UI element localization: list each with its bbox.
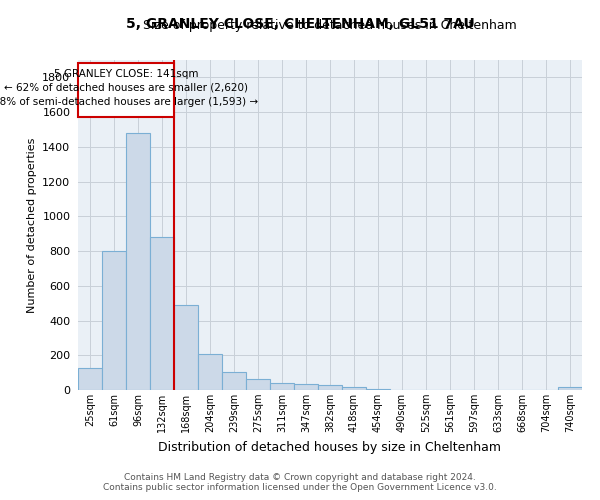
Text: ← 62% of detached houses are smaller (2,620): ← 62% of detached houses are smaller (2,…: [4, 82, 248, 92]
Bar: [126, 133, 150, 390]
Bar: [222, 372, 246, 390]
Text: 5, GRANLEY CLOSE, CHELTENHAM, GL51 7AU: 5, GRANLEY CLOSE, CHELTENHAM, GL51 7AU: [125, 18, 475, 32]
Bar: [342, 388, 366, 390]
Bar: [270, 382, 294, 390]
Bar: [198, 354, 222, 390]
FancyBboxPatch shape: [78, 64, 174, 118]
Text: 38% of semi-detached houses are larger (1,593) →: 38% of semi-detached houses are larger (…: [0, 98, 259, 108]
Bar: [102, 251, 126, 390]
Bar: [294, 384, 318, 390]
Title: Size of property relative to detached houses in Cheltenham: Size of property relative to detached ho…: [143, 20, 517, 32]
Text: 5 GRANLEY CLOSE: 141sqm: 5 GRANLEY CLOSE: 141sqm: [54, 68, 198, 78]
Bar: [318, 385, 342, 390]
Bar: [174, 305, 198, 390]
Bar: [150, 237, 174, 390]
Text: Contains HM Land Registry data © Crown copyright and database right 2024.
Contai: Contains HM Land Registry data © Crown c…: [103, 473, 497, 492]
Bar: [558, 388, 582, 390]
Y-axis label: Number of detached properties: Number of detached properties: [26, 138, 37, 312]
X-axis label: Distribution of detached houses by size in Cheltenham: Distribution of detached houses by size …: [158, 440, 502, 454]
Bar: [246, 378, 270, 390]
Bar: [366, 389, 390, 390]
Bar: [78, 368, 102, 390]
